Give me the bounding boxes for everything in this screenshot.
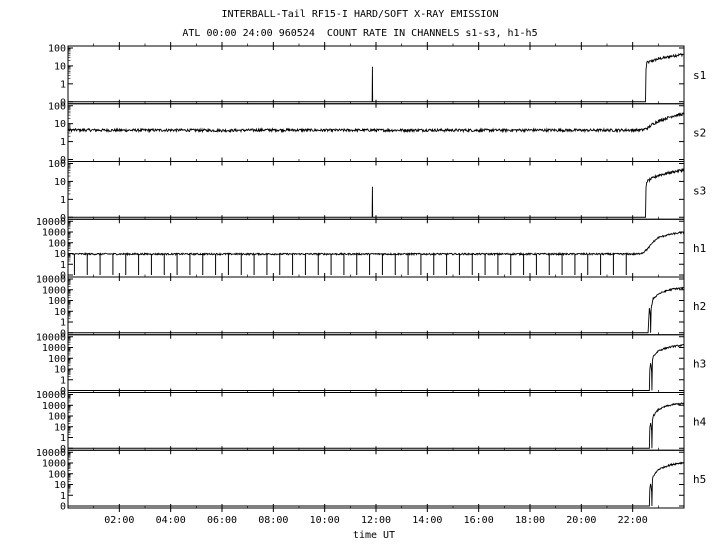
x-tick-label: 12:00 bbox=[361, 515, 391, 526]
y-tick-label: 0 bbox=[60, 444, 66, 455]
panel-s2: 0 1 10 100 s2 bbox=[48, 101, 706, 166]
x-tick-label: 22:00 bbox=[618, 515, 648, 526]
y-tick-label: 10000 bbox=[36, 275, 66, 286]
panel-s1: 0 1 10 100 s1 bbox=[48, 44, 706, 109]
y-tick-label: 100 bbox=[48, 238, 66, 249]
x-tick-label: 06:00 bbox=[207, 515, 237, 526]
series-label-s2: s2 bbox=[693, 127, 706, 140]
series-line-h1 bbox=[67, 230, 685, 257]
series-label-s1: s1 bbox=[693, 69, 706, 82]
x-tick-label: 04:00 bbox=[156, 515, 186, 526]
y-tick-label: 10 bbox=[54, 365, 66, 376]
y-tick-label: 100 bbox=[48, 412, 66, 423]
y-tick-label: 0 bbox=[60, 213, 66, 224]
y-tick-label: 1000 bbox=[42, 401, 66, 412]
series-line-h5 bbox=[68, 461, 685, 507]
y-tick-label: 10000 bbox=[36, 448, 66, 459]
y-tick-label: 10 bbox=[54, 119, 66, 130]
panel-frame bbox=[67, 334, 685, 393]
panel-frame bbox=[67, 103, 685, 162]
y-tick-label: 1 bbox=[60, 375, 66, 386]
y-tick-label: 10 bbox=[54, 177, 66, 188]
y-tick-label: 10 bbox=[54, 61, 66, 72]
y-tick-label: 0 bbox=[60, 386, 66, 397]
series-line-s2 bbox=[67, 112, 685, 134]
series-line-s3 bbox=[68, 167, 685, 218]
y-tick-label: 1 bbox=[60, 318, 66, 329]
y-tick-label: 100 bbox=[48, 101, 66, 112]
x-tick-label: 16:00 bbox=[464, 515, 494, 526]
y-tick-label: 100 bbox=[48, 296, 66, 307]
panel-frame bbox=[67, 392, 685, 451]
y-tick-label: 1000 bbox=[42, 285, 66, 296]
series-line-h3 bbox=[68, 343, 685, 391]
y-tick-label: 0 bbox=[60, 271, 66, 282]
y-tick-label: 0 bbox=[60, 328, 66, 339]
y-tick-label: 1 bbox=[60, 491, 66, 502]
y-tick-label: 1 bbox=[60, 79, 66, 90]
series-line-h2 bbox=[68, 286, 685, 334]
y-tick-label: 1 bbox=[60, 195, 66, 206]
panels-group: 0110100s10110100s20110100s30110100100010… bbox=[36, 44, 707, 513]
panel-frame bbox=[67, 276, 685, 336]
chart-title: INTERBALL-Tail RF15-I HARD/SOFT X-RAY EM… bbox=[221, 9, 499, 20]
y-tick-label: 10000 bbox=[36, 332, 66, 343]
series-line-s1 bbox=[68, 52, 685, 103]
y-tick-label: 1 bbox=[60, 260, 66, 271]
series-label-h2: h2 bbox=[693, 300, 706, 313]
x-tick-label: 18:00 bbox=[515, 515, 545, 526]
y-tick-label: 0 bbox=[60, 97, 66, 108]
y-tick-label: 10 bbox=[54, 307, 66, 318]
x-tick-label: 08:00 bbox=[258, 515, 288, 526]
y-tick-label: 100 bbox=[48, 469, 66, 480]
panel-frame bbox=[67, 449, 685, 509]
x-tick-label: 14:00 bbox=[412, 515, 442, 526]
series-label-h5: h5 bbox=[693, 473, 706, 486]
x-tick-label: 02:00 bbox=[104, 515, 134, 526]
y-tick-label: 10 bbox=[54, 249, 66, 260]
y-tick-label: 100 bbox=[48, 44, 66, 55]
x-tick-label: 20:00 bbox=[566, 515, 596, 526]
y-tick-label: 1 bbox=[60, 137, 66, 148]
panel-frame bbox=[67, 45, 685, 105]
y-tick-label: 10 bbox=[54, 422, 66, 433]
chart-subtitle: ATL 00:00 24:00 960524 COUNT RATE IN CHA… bbox=[182, 28, 538, 39]
series-label-s3: s3 bbox=[693, 184, 706, 197]
y-tick-label: 10 bbox=[54, 480, 66, 491]
y-tick-label: 100 bbox=[48, 159, 66, 170]
y-tick-label: 0 bbox=[60, 155, 66, 166]
y-tick-label: 1000 bbox=[42, 343, 66, 354]
series-label-h4: h4 bbox=[693, 415, 707, 428]
panel-s3: 0 1 10 100 s3 bbox=[48, 159, 706, 224]
panel-frame bbox=[67, 161, 685, 220]
series-label-h1: h1 bbox=[693, 242, 706, 255]
y-tick-label: 1 bbox=[60, 433, 66, 444]
panel-frame bbox=[67, 218, 685, 278]
y-tick-label: 10000 bbox=[36, 390, 66, 401]
x-tick-label: 10:00 bbox=[310, 515, 340, 526]
y-tick-label: 100 bbox=[48, 354, 66, 365]
y-tick-label: 10000 bbox=[36, 217, 66, 228]
series-label-h3: h3 bbox=[693, 358, 706, 371]
x-axis-label: time UT bbox=[353, 530, 395, 541]
x-axis: 02:00 04:00 06:00 08:00 10:00 12:00 14:00 16:00… bbox=[93, 42, 659, 526]
y-tick-label: 1000 bbox=[42, 228, 66, 239]
y-tick-label: 1000 bbox=[42, 459, 66, 470]
y-tick-label: 0 bbox=[60, 502, 66, 513]
series-line-h4 bbox=[68, 402, 685, 449]
